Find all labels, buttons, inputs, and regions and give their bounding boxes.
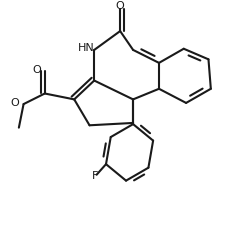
Text: O: O [10, 98, 19, 108]
Text: O: O [116, 1, 124, 11]
Text: O: O [32, 65, 41, 75]
Text: F: F [92, 171, 98, 181]
Text: HN: HN [78, 42, 94, 53]
